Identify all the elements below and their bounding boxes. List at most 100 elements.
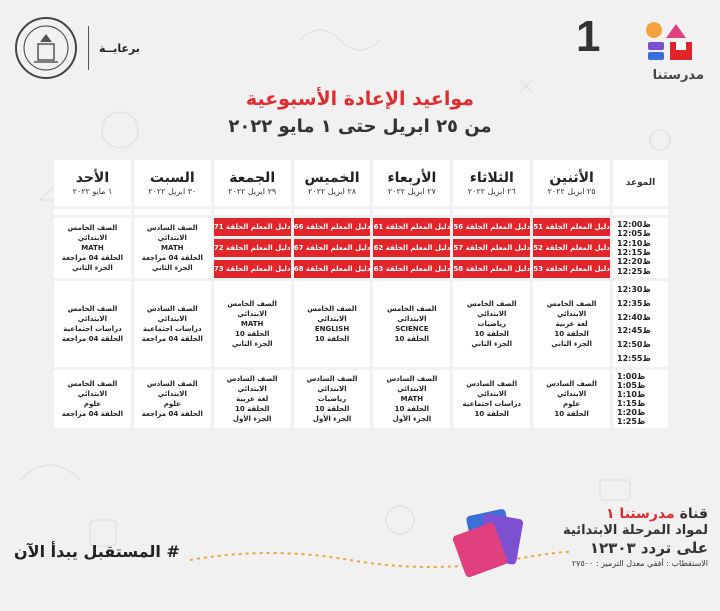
lesson-line: الحلقة 04 مراجعة [141, 335, 203, 343]
time-slot: 12:40ظ [617, 312, 651, 322]
lesson-cell: الصف الخامس الابتدائي لغة عربية الحلقة 10 ا… [533, 281, 610, 367]
teacher-guide-cell: دليل المعلم الحلقة 56 [453, 218, 531, 236]
lesson-cell: الصف السادس الابتدائي رياضيات الحلقة 10 الج… [293, 370, 371, 428]
day-date: ٢٥ ابريل ٢٠٢٢ [547, 187, 596, 196]
day-name: الجمعة [229, 170, 276, 186]
madrasatna-logo-icon [646, 22, 692, 60]
lesson-line: لغة عربية [236, 395, 269, 403]
day-date: ٢٧ ابريل ٢٠٢٢ [387, 187, 436, 196]
page-title: مواعيد الإعادة الأسبوعية [245, 88, 475, 110]
books-icon [452, 509, 524, 578]
lesson-line: الحلقة 04 مراجعة [61, 335, 124, 343]
time-slot: 1:20ظ [617, 408, 646, 417]
lesson-line: MATH [81, 244, 104, 252]
lesson-cell: الصف السادس الابتدائي علوم الحلقة 04 مراجع… [133, 370, 211, 428]
lesson-cell: الصف الخامس الابتدائي دراسات اجتماعية الحل… [54, 281, 131, 367]
schedule-table: الموعد الأثنين ٢٥ ابريل ٢٠٢٢ الثلاثاء ٢٦ ابر… [54, 160, 668, 466]
lesson-cell: الصف السادس الابتدائي MATH الحلقة 10 الجزء … [373, 370, 451, 428]
lesson-line: الحلقة 10 [394, 405, 430, 413]
lesson-cell: الصف الخامس الابتدائي ENGLISH الحلقة 10 [293, 281, 371, 367]
day-header: الجمعة ٢٩ ابريل ٢٠٢٢ [213, 160, 291, 206]
day-header: الأربعاء ٢٧ ابريل ٢٠٢٢ [373, 160, 451, 206]
lesson-line: الصف السادس الابتدائي [386, 375, 438, 393]
day-date: ٣٠ ابريل ٢٠٢٢ [148, 187, 197, 196]
lesson-line: الصف السادس الابتدائي [546, 380, 597, 398]
lesson-line: الحلقة 10 [234, 330, 270, 338]
channel-specs: الاستقطاب : أفقي معدل الترميز : ٢٧٥٠٠ [571, 559, 708, 568]
teacher-guide-cell: دليل المعلم الحلقة 72 [213, 239, 291, 257]
lesson-line: علوم [163, 400, 181, 408]
episode-label: دليل المعلم الحلقة 51 [533, 223, 610, 231]
teacher-guide-cell: دليل المعلم الحلقة 57 [453, 239, 531, 257]
time-header-label: الموعد [625, 178, 656, 188]
lesson-line: الحلقة 10 [474, 330, 509, 338]
spacer-cell [613, 209, 668, 215]
lesson-line: دراسات اجتماعية [143, 325, 202, 333]
lesson-line: الجزء الثاني [72, 264, 113, 272]
lesson-line: الحلقة 10 [314, 335, 350, 343]
time-slot: 12:35ظ [617, 298, 651, 308]
lesson-line: الجزء الثاني [151, 264, 193, 272]
lesson-cell: الصف الخامس الابتدائي MATH الحلقة 10 الجزء … [213, 281, 291, 367]
lesson-cell: الصف السادس الابتدائي دراسات اجتماعية الحل… [453, 370, 531, 428]
lesson-cell: الصف الخامس الابتدائي علوم الحلقة 04 مراجع… [54, 370, 131, 428]
time-slot: 12:20ظ [617, 257, 651, 267]
episode-label: دليل المعلم الحلقة 53 [533, 265, 610, 273]
lesson-line: MATH [240, 320, 264, 328]
day-date: ١ مايو ٢٠٢٢ [72, 187, 113, 196]
brand-number: 1 [576, 12, 601, 61]
time-slot: 12:25ظ [617, 266, 651, 276]
lesson-line: الصف السادس الابتدائي [226, 375, 278, 393]
lesson-line: ENGLISH [314, 325, 350, 333]
lesson-line: رياضيات [317, 395, 347, 403]
time-slot: 12:55ظ [617, 353, 651, 363]
lesson-line: الجزء الأول [232, 415, 272, 423]
time-column-header: الموعد [613, 160, 668, 206]
channel-line: قناة مدرستنا ١ [563, 506, 708, 522]
channel-info: قناة مدرستنا ١ لمواد المرحلة الابتدائية … [563, 506, 708, 568]
episode-label: دليل المعلم الحلقة 66 [293, 223, 371, 231]
day-date: ٢٩ ابريل ٢٠٢٢ [228, 187, 277, 196]
time-slot: 12:00ظ [617, 220, 651, 230]
lesson-cell: الصف السادس الابتدائي لغة عربية الحلقة 10 ا… [213, 370, 291, 428]
day-name: السبت [149, 170, 195, 186]
lesson-line: الحلقة 10 [394, 335, 430, 343]
lesson-line: الصف الخامس الابتدائي [67, 224, 118, 242]
episode-label: دليل المعلم الحلقة 67 [293, 244, 371, 252]
sponsor-label: برعايــة [99, 41, 140, 55]
brand-name: مدرستنا [652, 68, 704, 83]
day-header: الأحد ١ مايو ٢٠٢٢ [54, 160, 131, 206]
lesson-line: الصف الخامس الابتدائي [67, 380, 118, 398]
episode-label: دليل المعلم الحلقة 63 [373, 265, 451, 273]
episode-label: دليل المعلم الحلقة 73 [213, 265, 291, 273]
lesson-cell: الصف الخامس الابتدائي MATH الحلقة 04 مراجع… [54, 218, 131, 278]
time-slot: 12:10ظ [617, 238, 651, 248]
spacer-cell [293, 209, 371, 215]
time-slot: 1:25ظ [617, 417, 646, 426]
teacher-guide-cell: دليل المعلم الحلقة 61 [373, 218, 451, 236]
teacher-guide-cell: دليل المعلم الحلقة 62 [373, 239, 451, 257]
lesson-line: الصف السادس الابتدائي [306, 375, 358, 393]
day-header: الخميس ٢٨ ابريل ٢٠٢٢ [293, 160, 371, 206]
time-slot: 1:05ظ [617, 381, 646, 390]
episode-label: دليل المعلم الحلقة 52 [533, 244, 610, 252]
lesson-line: علوم [563, 400, 581, 408]
lesson-line: الحلقة 04 مراجعة [141, 254, 203, 262]
episode-label: دليل المعلم الحلقة 62 [373, 244, 451, 252]
day-date: ٢٨ ابريل ٢٠٢٢ [308, 187, 357, 196]
day-header: السبت ٣٠ ابريل ٢٠٢٢ [133, 160, 211, 206]
day-name: الثلاثاء [469, 170, 514, 186]
lesson-line: الصف السادس الابتدائي [146, 305, 198, 323]
day-date: ٢٦ ابريل ٢٠٢٢ [467, 187, 516, 196]
lesson-line: دراسات اجتماعية [63, 325, 122, 333]
lesson-cell: الصف السادس الابتدائي دراسات اجتماعية الحل… [133, 281, 211, 367]
spacer-cell [133, 209, 211, 215]
teacher-guide-cell: دليل المعلم الحلقة 67 [293, 239, 371, 257]
teacher-guide-cell: دليل المعلم الحلقة 52 [533, 239, 610, 257]
day-name: الخميس [304, 170, 360, 186]
time-slot: 1:10ظ [617, 390, 646, 399]
lesson-cell: الصف الخامس الابتدائي رياضيات الحلقة 10 الج… [453, 281, 531, 367]
channel-prefix: قناة [679, 506, 708, 522]
episode-label: دليل المعلم الحلقة 71 [213, 223, 291, 231]
spacer-cell [54, 209, 131, 215]
